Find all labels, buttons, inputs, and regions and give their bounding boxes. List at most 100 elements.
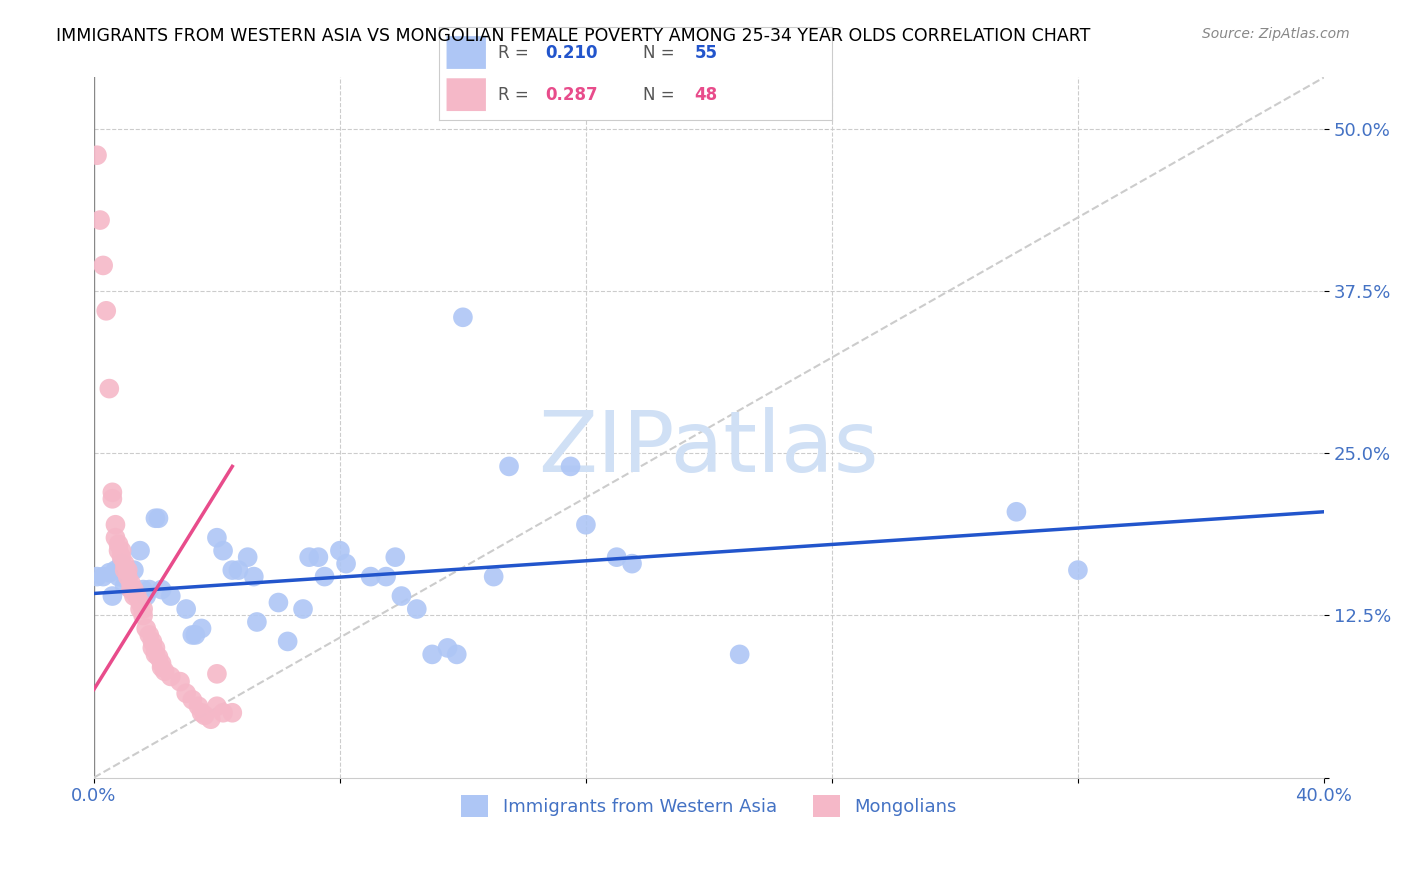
Point bbox=[375, 569, 398, 583]
Point bbox=[307, 550, 329, 565]
Point bbox=[138, 582, 160, 597]
Text: 55: 55 bbox=[695, 44, 717, 62]
Point bbox=[560, 459, 582, 474]
Point bbox=[221, 706, 243, 720]
Point bbox=[575, 517, 598, 532]
Point bbox=[114, 563, 136, 577]
Point bbox=[436, 640, 458, 655]
Point bbox=[150, 582, 173, 597]
Point bbox=[98, 566, 121, 580]
Point bbox=[145, 640, 167, 655]
Point bbox=[360, 569, 382, 583]
Point bbox=[86, 569, 108, 583]
Point bbox=[159, 669, 181, 683]
FancyBboxPatch shape bbox=[447, 78, 486, 111]
Point bbox=[621, 557, 644, 571]
Point bbox=[132, 582, 155, 597]
Point bbox=[246, 615, 269, 629]
Point bbox=[221, 563, 243, 577]
Point bbox=[205, 699, 228, 714]
Point bbox=[384, 550, 406, 565]
Point bbox=[129, 602, 152, 616]
Point bbox=[187, 699, 209, 714]
Point bbox=[120, 576, 142, 591]
Point bbox=[135, 622, 157, 636]
Point bbox=[129, 595, 152, 609]
FancyBboxPatch shape bbox=[447, 36, 486, 69]
Text: R =: R = bbox=[498, 44, 534, 62]
Point bbox=[228, 563, 250, 577]
Point bbox=[104, 517, 127, 532]
Point bbox=[190, 622, 212, 636]
Point bbox=[114, 557, 136, 571]
Point bbox=[329, 543, 352, 558]
Point bbox=[107, 537, 129, 551]
Point bbox=[174, 602, 197, 616]
Point bbox=[117, 563, 139, 577]
Point bbox=[728, 648, 751, 662]
Point bbox=[91, 259, 114, 273]
Point bbox=[98, 382, 121, 396]
Point bbox=[110, 550, 132, 565]
Point bbox=[236, 550, 259, 565]
Point bbox=[181, 628, 204, 642]
Point bbox=[205, 531, 228, 545]
Point bbox=[1005, 505, 1028, 519]
Point bbox=[420, 648, 443, 662]
Point bbox=[292, 602, 315, 616]
Point bbox=[107, 569, 129, 583]
Point bbox=[148, 650, 170, 665]
Point bbox=[606, 550, 628, 565]
Point bbox=[135, 589, 157, 603]
Text: 48: 48 bbox=[695, 87, 717, 104]
Text: N =: N = bbox=[644, 44, 681, 62]
Point bbox=[200, 712, 222, 726]
Point bbox=[267, 595, 290, 609]
Legend: Immigrants from Western Asia, Mongolians: Immigrants from Western Asia, Mongolians bbox=[454, 788, 965, 824]
Point bbox=[150, 657, 173, 671]
Text: IMMIGRANTS FROM WESTERN ASIA VS MONGOLIAN FEMALE POVERTY AMONG 25-34 YEAR OLDS C: IMMIGRANTS FROM WESTERN ASIA VS MONGOLIA… bbox=[56, 27, 1091, 45]
Text: 0.287: 0.287 bbox=[546, 87, 598, 104]
Point bbox=[101, 589, 124, 603]
Text: ZIPatlas: ZIPatlas bbox=[538, 407, 879, 490]
Point bbox=[122, 563, 145, 577]
Point bbox=[314, 569, 336, 583]
Point bbox=[132, 608, 155, 623]
Point bbox=[122, 589, 145, 603]
Point bbox=[451, 310, 474, 325]
Point bbox=[205, 666, 228, 681]
Point bbox=[117, 569, 139, 583]
Point bbox=[104, 563, 127, 577]
Point bbox=[153, 665, 176, 679]
Point bbox=[138, 628, 160, 642]
Text: Source: ZipAtlas.com: Source: ZipAtlas.com bbox=[1202, 27, 1350, 41]
Point bbox=[120, 582, 142, 597]
Point bbox=[104, 531, 127, 545]
Point bbox=[91, 569, 114, 583]
Point bbox=[243, 569, 266, 583]
Point bbox=[148, 511, 170, 525]
Point bbox=[141, 640, 163, 655]
Point bbox=[190, 706, 212, 720]
Point bbox=[212, 706, 235, 720]
Text: N =: N = bbox=[644, 87, 681, 104]
Point bbox=[117, 574, 139, 588]
Point bbox=[141, 634, 163, 648]
Point bbox=[298, 550, 321, 565]
Point bbox=[169, 674, 191, 689]
Point bbox=[125, 589, 148, 603]
Point bbox=[114, 579, 136, 593]
Point bbox=[110, 543, 132, 558]
Point bbox=[107, 543, 129, 558]
Point bbox=[132, 602, 155, 616]
Point bbox=[101, 485, 124, 500]
Point bbox=[335, 557, 357, 571]
Point bbox=[101, 491, 124, 506]
Point bbox=[498, 459, 520, 474]
Text: R =: R = bbox=[498, 87, 534, 104]
Point bbox=[159, 589, 181, 603]
Point bbox=[446, 648, 468, 662]
Point bbox=[110, 557, 132, 571]
Point bbox=[150, 660, 173, 674]
Point bbox=[96, 303, 118, 318]
